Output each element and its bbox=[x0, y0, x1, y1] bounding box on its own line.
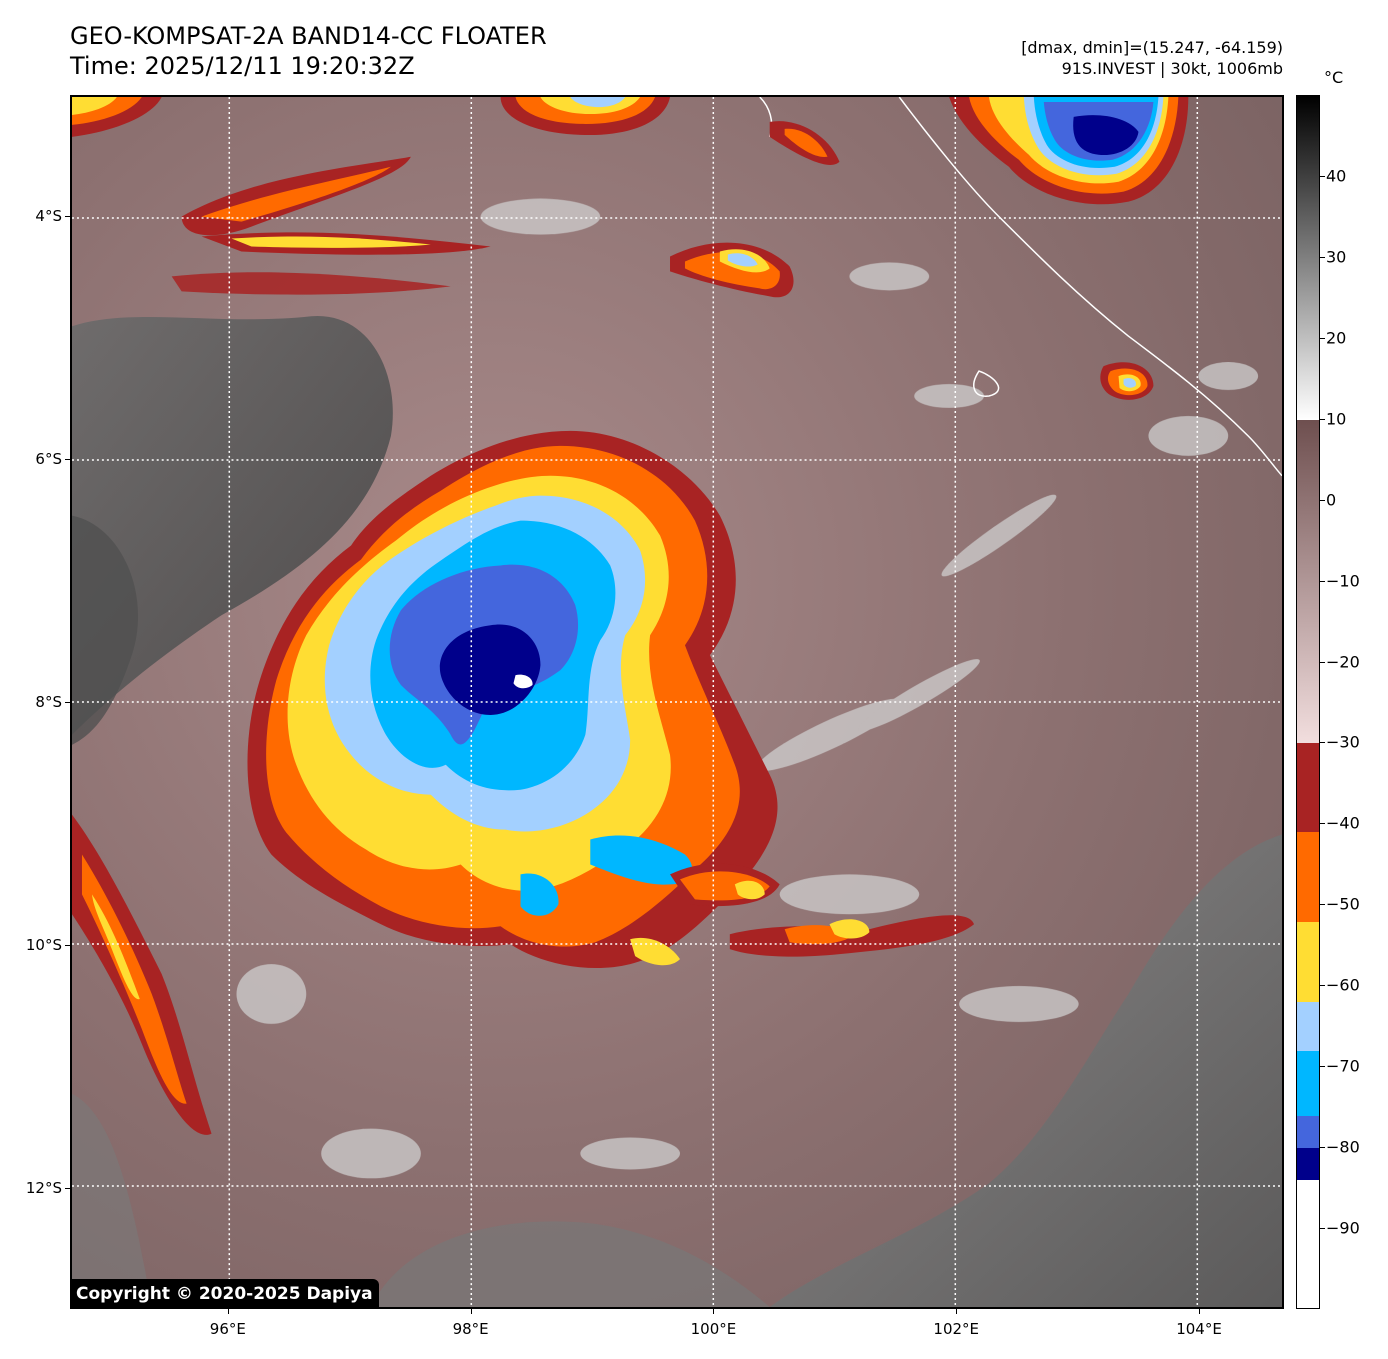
colorbar-tick bbox=[1320, 175, 1325, 177]
colorbar-tick bbox=[1320, 904, 1325, 906]
colorbar-tick-label: −30 bbox=[1326, 732, 1360, 752]
colorbar-tick bbox=[1320, 1066, 1325, 1068]
colorbar-segment bbox=[1297, 96, 1319, 420]
dmax-dmin-readout: [dmax, dmin]=(15.247, -64.159) bbox=[1021, 38, 1283, 57]
colorbar-tick-label: 40 bbox=[1326, 166, 1347, 186]
copyright-badge: Copyright © 2020-2025 Dapiya bbox=[70, 1279, 379, 1309]
longitude-label: 102°E bbox=[933, 1320, 980, 1338]
colorbar-tick bbox=[1320, 661, 1325, 663]
latitude-tick bbox=[65, 1187, 70, 1189]
colorbar-tick-label: −70 bbox=[1326, 1056, 1360, 1076]
satellite-map[interactable] bbox=[70, 95, 1284, 1309]
longitude-tick bbox=[1199, 1309, 1201, 1314]
colorbar-segment bbox=[1297, 1002, 1319, 1051]
colorbar-tick-label: 30 bbox=[1326, 247, 1347, 267]
longitude-tick bbox=[470, 1309, 472, 1314]
colorbar-tick-label: −60 bbox=[1326, 975, 1360, 995]
colorbar-tick bbox=[1320, 823, 1325, 825]
latitude-tick bbox=[65, 702, 70, 703]
figure-title: GEO-KOMPSAT-2A BAND14-CC FLOATER bbox=[70, 22, 547, 50]
colorbar-tick-label: −90 bbox=[1326, 1218, 1360, 1238]
longitude-label: 98°E bbox=[452, 1320, 489, 1338]
colorbar-tick-label: −80 bbox=[1326, 1137, 1360, 1157]
colorbar-tick bbox=[1320, 499, 1325, 501]
colorbar-segment bbox=[1297, 743, 1319, 833]
latitude-tick bbox=[65, 216, 70, 218]
colorbar-tick-label: −10 bbox=[1326, 571, 1360, 591]
colorbar-tick-label: −50 bbox=[1326, 894, 1360, 914]
colorbar-tick bbox=[1320, 742, 1325, 744]
latitude-label: 10°S bbox=[25, 935, 62, 954]
colorbar-tick bbox=[1320, 418, 1325, 420]
figure-time: Time: 2025/12/11 19:20:32Z bbox=[70, 52, 415, 80]
colorbar-segment bbox=[1297, 832, 1319, 922]
colorbar-tick-label: 10 bbox=[1326, 409, 1347, 429]
colorbar-segment bbox=[1297, 1115, 1319, 1149]
colorbar-segment bbox=[1297, 1180, 1319, 1308]
colorbar-tick-label: 0 bbox=[1326, 490, 1337, 510]
longitude-label: 96°E bbox=[209, 1320, 246, 1338]
latitude-tick bbox=[65, 944, 70, 946]
colorbar-tick bbox=[1320, 337, 1325, 339]
latitude-label: 12°S bbox=[25, 1178, 62, 1197]
latitude-label: 6°S bbox=[35, 450, 62, 469]
colorbar-tick-label: −20 bbox=[1326, 652, 1360, 672]
longitude-tick bbox=[956, 1309, 958, 1314]
latitude-label: 4°S bbox=[35, 207, 62, 226]
colorbar-unit: °C bbox=[1324, 68, 1344, 87]
colorbar-tick bbox=[1320, 1228, 1325, 1230]
colorbar-tick bbox=[1320, 985, 1325, 987]
colorbar-segment bbox=[1297, 419, 1319, 744]
colorbar-segment bbox=[1297, 1148, 1319, 1181]
colorbar-tick-label: −40 bbox=[1326, 813, 1360, 833]
colorbar-tick bbox=[1320, 1147, 1325, 1149]
longitude-tick bbox=[713, 1309, 715, 1314]
latitude-tick bbox=[65, 459, 70, 461]
storm-info: 91S.INVEST | 30kt, 1006mb bbox=[1061, 59, 1283, 78]
longitude-label: 104°E bbox=[1176, 1320, 1222, 1338]
map-imagery bbox=[72, 97, 1282, 1307]
latitude-label: 8°S bbox=[35, 693, 62, 711]
colorbar-segment bbox=[1297, 1051, 1319, 1116]
colorbar-tick-label: 20 bbox=[1326, 328, 1347, 348]
colorbar bbox=[1296, 95, 1320, 1309]
colorbar-segment bbox=[1297, 921, 1319, 1003]
colorbar-tick bbox=[1320, 580, 1325, 582]
colorbar-tick bbox=[1320, 256, 1325, 258]
longitude-label: 100°E bbox=[690, 1320, 737, 1338]
longitude-tick bbox=[227, 1309, 229, 1314]
